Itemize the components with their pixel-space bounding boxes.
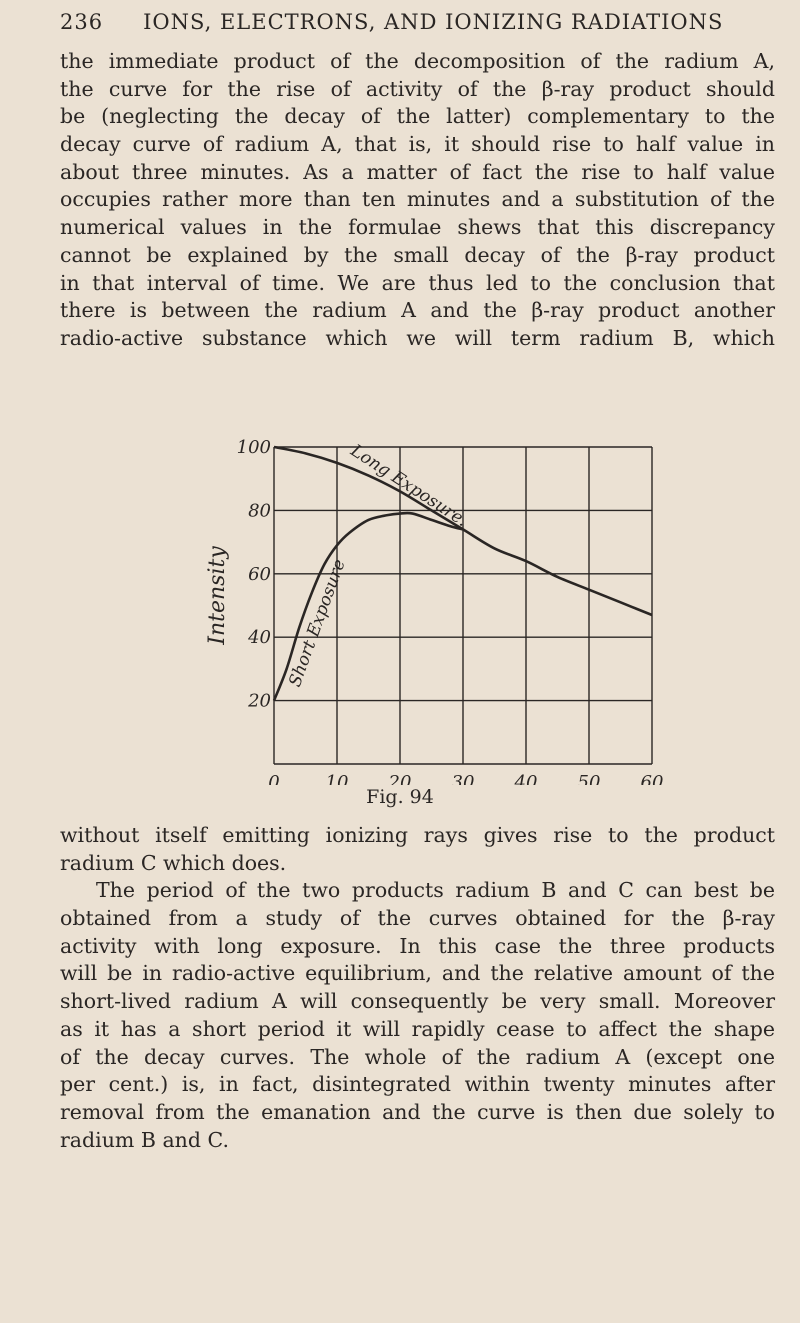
paragraph-2: without itself emitting ionizing rays gi… [60,822,775,877]
x-tick-label: 20 [388,772,412,785]
paragraph-1: the immediate product of the decompositi… [60,48,775,353]
text-line: as it has a short period it will rapidly… [60,1016,775,1041]
short-exposure-curve [272,511,464,702]
text-line: radium B and C. [60,1127,229,1152]
text-line: about three minutes. As a matter of fact… [60,159,775,184]
text-line: per cent.) is, in fact, disintegrated wi… [60,1072,775,1097]
y-tick-label: 80 [248,500,271,521]
text-line: radium C which does. [60,850,287,875]
running-title: IONS, ELECTRONS, AND IONIZING RADIATIONS [143,10,724,34]
figure-94-chart: 010203040506020406080100Time, minutes.In… [205,437,664,785]
text-line: of the decay curves. The whole of the ra… [60,1044,775,1069]
text-line: there is between the radium A and the β-… [60,298,775,323]
x-tick-label: 50 [578,772,601,785]
x-tick-label: 10 [326,772,349,785]
text-line: numerical values in the formulae shews t… [60,215,775,240]
x-tick-label: 0 [268,772,279,785]
x-tick-label: 60 [641,772,664,785]
text-line: will be in radio-active equilibrium, and… [60,961,775,986]
paragraph-3: The period of the two products radium B … [60,877,775,1154]
text-line: the immediate product of the decompositi… [60,49,775,73]
text-line: be (neglecting the decay of the latter) … [60,104,775,129]
long-exposure-label: Long Exposure. [346,440,471,531]
page-number: 236 [60,10,104,34]
text-line: removal from the emanation and the curve… [60,1099,775,1124]
text-line: short-lived radium A will consequently b… [60,989,775,1014]
text-line: the curve for the rise of activity of th… [60,76,775,101]
text-line: activity with long exposure. In this cas… [60,933,775,958]
text-line: radio-active substance which we will ter… [60,325,775,350]
text-line: obtained from a study of the curves obta… [60,906,775,931]
running-header: 236 IONS, ELECTRONS, AND IONIZING RADIATI… [60,10,775,34]
y-axis-label: Intensity [205,546,230,646]
text-line: occupies rather more than ten minutes an… [60,187,775,212]
x-tick-label: 30 [452,772,475,785]
y-tick-label: 40 [247,627,271,648]
y-tick-label: 60 [248,564,271,585]
text-line: decay curve of radium A, that is, it sho… [60,132,775,157]
text-line: cannot be explained by the small decay o… [60,242,775,267]
text-line: in that interval of time. We are thus le… [60,270,775,295]
y-tick-label: 100 [237,437,271,458]
text-line: without itself emitting ionizing rays gi… [60,823,775,847]
y-tick-label: 20 [247,691,271,712]
text-line: The period of the two products radium B … [96,878,775,903]
x-tick-label: 40 [514,772,538,785]
figure-caption: Fig. 94 [366,786,434,808]
